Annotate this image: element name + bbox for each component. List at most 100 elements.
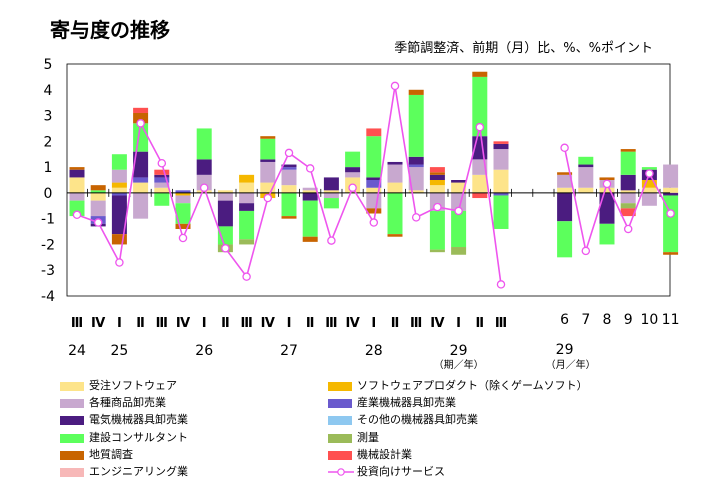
- bar-segment: [429, 180, 445, 186]
- bar-segment: [133, 177, 149, 183]
- x-quarter-label: Ⅳ: [91, 316, 106, 331]
- legend-label: 測量: [357, 430, 379, 444]
- bar-segment: [90, 190, 106, 193]
- bar-segment: [620, 174, 636, 191]
- bar-segment: [217, 190, 233, 193]
- legend-swatch: [60, 433, 84, 443]
- bar-segment: [217, 200, 233, 227]
- bar-segment: [663, 187, 679, 193]
- bar-segment: [429, 210, 445, 250]
- x-year-label: 29: [450, 343, 468, 359]
- bar-segment: [345, 167, 361, 173]
- x-quarter-label: Ⅰ: [456, 316, 461, 331]
- bar-segment: [69, 177, 85, 193]
- bar-segment: [472, 159, 488, 175]
- chart-subtitle: 季節調整済、前期（月）比、%、%ポイント: [394, 41, 653, 56]
- legend-marker: [337, 468, 345, 476]
- bar-segment: [387, 161, 403, 165]
- bar-segment: [69, 200, 85, 217]
- bar-segment: [260, 182, 276, 193]
- bar-segment: [260, 159, 276, 162]
- x-quarter-label: Ⅱ: [136, 316, 145, 331]
- legend-label: その他の機械器具卸売業: [357, 413, 478, 427]
- bar-segment: [133, 182, 149, 193]
- bar-segment: [154, 177, 170, 183]
- y-tick-label: -2: [41, 237, 55, 253]
- line-point: [454, 206, 463, 216]
- bar-segment: [323, 177, 339, 191]
- bar-segment: [493, 141, 509, 144]
- y-tick-label: 1: [44, 160, 53, 176]
- x-quarter-label: Ⅰ: [371, 316, 376, 331]
- legend-label: ソフトウェアプロダクト（除くゲームソフト）: [357, 379, 588, 392]
- bar-segment: [366, 177, 382, 180]
- line-point: [411, 213, 421, 222]
- bar-segment: [366, 136, 382, 178]
- line-point: [433, 202, 442, 212]
- bar-segment: [111, 195, 127, 235]
- bar-segment: [323, 190, 339, 193]
- x-quarter-label: Ⅳ: [176, 316, 191, 331]
- legend-swatch: [328, 382, 352, 391]
- bar-segment: [111, 234, 127, 245]
- y-tick-label: 4: [44, 83, 53, 99]
- bar-segment: [133, 107, 149, 113]
- bar-segment: [451, 210, 467, 248]
- bar-segment: [302, 236, 318, 242]
- line-point: [475, 122, 485, 132]
- x-year-label: 27: [280, 343, 298, 359]
- x-quarter-label: Ⅱ: [476, 316, 485, 331]
- bar-segment: [408, 156, 424, 165]
- legend-label: 各種商品卸売業: [89, 396, 166, 410]
- bar-segment: [663, 164, 679, 188]
- x-month-label: 8: [603, 312, 612, 328]
- bar-segment: [578, 167, 594, 188]
- legend-label: 投資向けサービス: [357, 465, 445, 478]
- x-quarter-label: Ⅳ: [345, 316, 360, 331]
- chart-title: 寄与度の推移: [50, 18, 170, 42]
- bar-segment: [133, 192, 149, 219]
- bar-segment: [599, 192, 615, 224]
- legend-label: 受注ソフトウェア: [89, 379, 177, 392]
- bar-segment: [239, 210, 255, 240]
- legend-swatch: [328, 416, 352, 426]
- bar-segment: [557, 221, 573, 258]
- x-quarter-label: Ⅰ: [202, 316, 207, 331]
- line-point: [199, 183, 209, 192]
- line-point: [623, 224, 633, 234]
- bar-segment: [408, 89, 424, 95]
- bar-segment: [111, 154, 127, 170]
- x-month-label: 7: [581, 312, 590, 328]
- bar-segment: [557, 172, 573, 175]
- x-quarter-label: Ⅰ: [287, 316, 292, 331]
- bar-segment: [90, 185, 106, 191]
- x-year-label: 25: [110, 343, 128, 359]
- y-tick-label: 3: [44, 109, 53, 125]
- bar-segment: [323, 198, 339, 209]
- bar-segment: [154, 169, 170, 175]
- bar-segment: [239, 239, 255, 245]
- line-point: [666, 209, 675, 218]
- bar-segment: [451, 180, 467, 183]
- x-quarter-label: Ⅳ: [261, 316, 276, 331]
- bar-segment: [493, 192, 509, 196]
- bar-segment: [196, 159, 212, 175]
- bar-segment: [493, 195, 509, 229]
- x-quarter-label: Ⅲ: [240, 316, 252, 331]
- bar-segment: [451, 247, 467, 255]
- bar-segment: [387, 182, 403, 193]
- legend-label: 機械設計業: [357, 447, 412, 461]
- legend-swatch: [60, 468, 84, 477]
- bar-segment: [620, 190, 636, 193]
- line-point: [178, 233, 188, 243]
- y-tick-label: -3: [41, 263, 55, 279]
- bar-segment: [154, 187, 170, 193]
- line-point: [348, 183, 357, 192]
- y-tick-label: 2: [44, 134, 53, 150]
- bar-segment: [408, 190, 424, 193]
- x-year-label: 24: [68, 343, 86, 359]
- line-point: [645, 169, 654, 178]
- bar-segment: [641, 187, 657, 193]
- bar-segment: [599, 177, 615, 180]
